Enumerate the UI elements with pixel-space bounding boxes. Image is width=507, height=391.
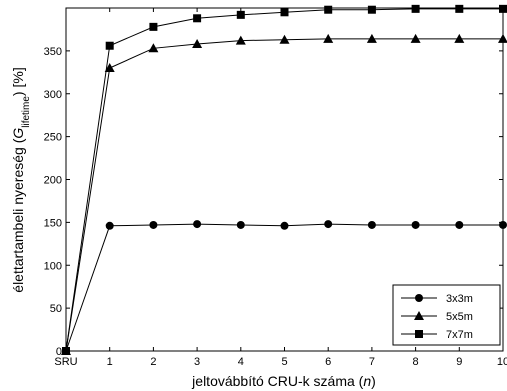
data-point-circle	[455, 220, 464, 229]
data-point-triangle	[235, 35, 246, 45]
data-point-circle	[105, 221, 114, 230]
data-point-square	[62, 347, 70, 355]
legend-label: 5x5m	[446, 311, 473, 323]
data-point-triangle	[192, 39, 203, 49]
legend-entry: 3x3m	[401, 293, 473, 305]
x-tick-label: 4	[238, 356, 244, 368]
data-point-circle	[499, 220, 507, 229]
data-point-square	[280, 8, 289, 17]
x-axis-label: jeltovábbító CRU-k száma (n)	[191, 373, 376, 389]
data-point-triangle	[498, 33, 507, 43]
x-tick-label: 8	[413, 356, 419, 368]
data-point-circle	[324, 220, 333, 229]
y-tick-label: 150	[44, 217, 62, 229]
x-tick-label: 2	[150, 356, 156, 368]
data-point-square	[455, 4, 464, 13]
series-layer	[61, 4, 507, 355]
legend-label: 7x7m	[446, 329, 473, 341]
data-point-square	[105, 41, 114, 50]
data-point-square	[415, 330, 423, 338]
data-point-square	[324, 5, 333, 14]
y-tick-label: 100	[44, 260, 62, 272]
series-5x5m	[61, 33, 507, 355]
x-tick-label: 3	[194, 356, 200, 368]
x-tick-label: 10	[497, 356, 507, 368]
series-7x7m	[62, 4, 507, 355]
x-tick-label: 7	[369, 356, 375, 368]
data-point-triangle	[104, 63, 115, 73]
data-point-triangle	[148, 43, 159, 53]
legend: 3x3m 5x5m 7x7m	[392, 284, 501, 346]
data-point-square	[367, 5, 376, 14]
legend-label: 3x3m	[446, 293, 473, 305]
data-point-circle	[193, 220, 202, 229]
data-point-square	[411, 4, 420, 13]
y-tick-label: 0	[56, 346, 62, 358]
data-point-triangle	[414, 311, 424, 320]
data-point-square	[499, 4, 507, 13]
data-point-square	[149, 22, 158, 31]
x-tick-label: SRU	[54, 356, 77, 368]
y-tick-label: 200	[44, 175, 62, 187]
data-point-square	[236, 10, 245, 19]
data-point-triangle	[279, 34, 290, 44]
x-tick-label: 1	[107, 356, 113, 368]
legend-entry: 7x7m	[401, 329, 473, 341]
x-tick-label: 5	[281, 356, 287, 368]
data-point-circle	[367, 220, 376, 229]
data-point-circle	[149, 220, 158, 229]
x-tick-label: 9	[456, 356, 462, 368]
y-tick-label: 300	[44, 89, 62, 101]
legend-box	[392, 284, 501, 346]
data-point-circle	[415, 294, 423, 302]
data-point-circle	[236, 220, 245, 229]
y-axis-label: élettartambeli nyereség (Glifetime) [%]	[10, 67, 32, 292]
legend-entry: 5x5m	[401, 311, 473, 323]
x-tick-label: 6	[325, 356, 331, 368]
data-point-triangle	[323, 33, 334, 43]
data-point-triangle	[454, 33, 465, 43]
data-point-square	[193, 14, 202, 23]
data-point-circle	[411, 220, 420, 229]
data-point-triangle	[410, 33, 421, 43]
y-tick-label: 350	[44, 46, 62, 58]
y-tick-label: 250	[44, 132, 62, 144]
y-tick-label: 50	[50, 303, 62, 315]
data-point-circle	[280, 221, 289, 230]
data-point-triangle	[366, 33, 377, 43]
